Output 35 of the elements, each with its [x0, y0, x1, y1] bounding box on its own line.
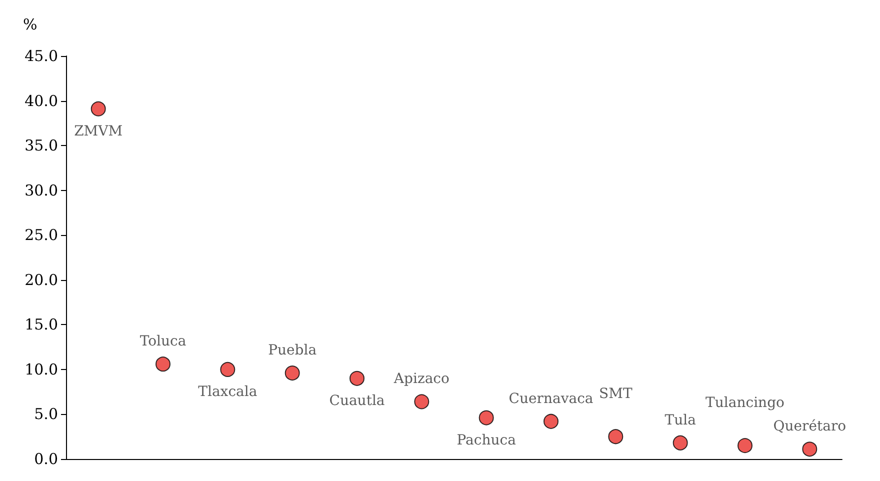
point: [802, 442, 818, 457]
x-tick-label: Cuernavaca: [508, 390, 594, 407]
point: [672, 435, 688, 450]
y-tick-label: 30.0: [24, 181, 58, 200]
x-tick-label: Cuautla: [329, 392, 385, 409]
x-tick-label: Pachuca: [456, 432, 516, 448]
x-tick-label: Querétaro: [773, 418, 846, 435]
x-tick-label: SMT: [599, 386, 633, 402]
y-tick-label: 15.0: [24, 316, 58, 334]
point: [738, 438, 752, 454]
point: [220, 362, 236, 377]
point: [608, 429, 624, 444]
x-tick-label: Apizaco: [392, 371, 450, 388]
x-tick-label: Tlaxcala: [198, 384, 258, 400]
point: [90, 101, 106, 116]
point: [350, 370, 364, 386]
x-tick-label: Toluca: [140, 334, 186, 350]
x-tick-label: ZMVM: [74, 123, 123, 140]
y-tick-label: 10.0: [24, 360, 58, 378]
x-tick-label: Tula: [664, 412, 696, 428]
y-tick-label: 35.0: [24, 136, 58, 155]
point: [544, 414, 558, 429]
point: [156, 356, 170, 372]
x-tick-label: Puebla: [268, 342, 317, 359]
point: [478, 410, 494, 426]
y-tick-label: 25.0: [24, 226, 58, 244]
y-tick-label: 40.0: [24, 92, 58, 110]
y-tick-label: 20.0: [24, 270, 58, 289]
y-tick-label: 0.0: [34, 450, 58, 468]
x-tick-label: Tulancingo: [706, 395, 784, 412]
y-tick-label: 45.0: [24, 47, 58, 65]
point: [414, 394, 430, 410]
point: [284, 366, 300, 381]
y-tick-label: 5.0: [34, 405, 58, 424]
y-axis-title: %: [23, 16, 38, 34]
